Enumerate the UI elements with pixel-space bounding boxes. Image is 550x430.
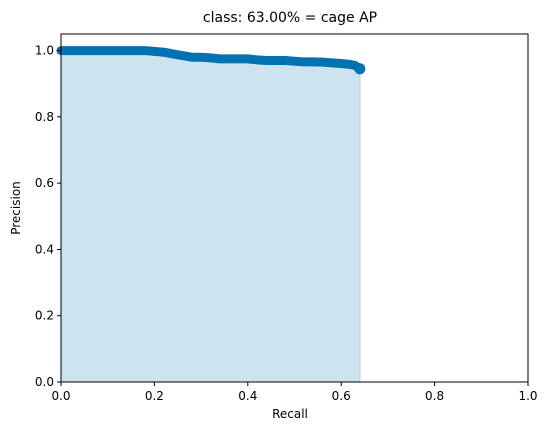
y-axis-label: Precision (9, 181, 23, 235)
y-tick-label: 0.0 (35, 375, 54, 389)
plot-frame (60, 33, 529, 383)
x-tick-label: 0.0 (51, 389, 70, 403)
x-tick-label: 0.8 (425, 389, 444, 403)
y-tick-label: 1.0 (35, 44, 54, 58)
pr-curve-end-point (354, 63, 366, 75)
pr-curve-line (56, 46, 365, 74)
y-tick-label: 0.8 (35, 110, 54, 124)
x-axis-label: Recall (272, 407, 308, 421)
y-tick-label: 0.2 (35, 309, 54, 323)
x-tick-label: 0.4 (238, 389, 257, 403)
y-tick-label: 0.4 (35, 242, 54, 256)
y-tick-label: 0.6 (35, 176, 54, 190)
plot-area (56, 33, 529, 383)
x-axis: 0.0 0.2 0.4 0.6 0.8 1.0 (51, 382, 538, 403)
area-fill (61, 50, 360, 382)
x-tick-label: 0.2 (145, 389, 164, 403)
x-tick-label: 0.6 (332, 389, 351, 403)
y-axis: 0.0 0.2 0.4 0.6 0.8 1.0 (35, 44, 61, 389)
x-tick-label: 1.0 (518, 389, 537, 403)
chart-title: class: 63.00% = cage AP (203, 10, 377, 26)
